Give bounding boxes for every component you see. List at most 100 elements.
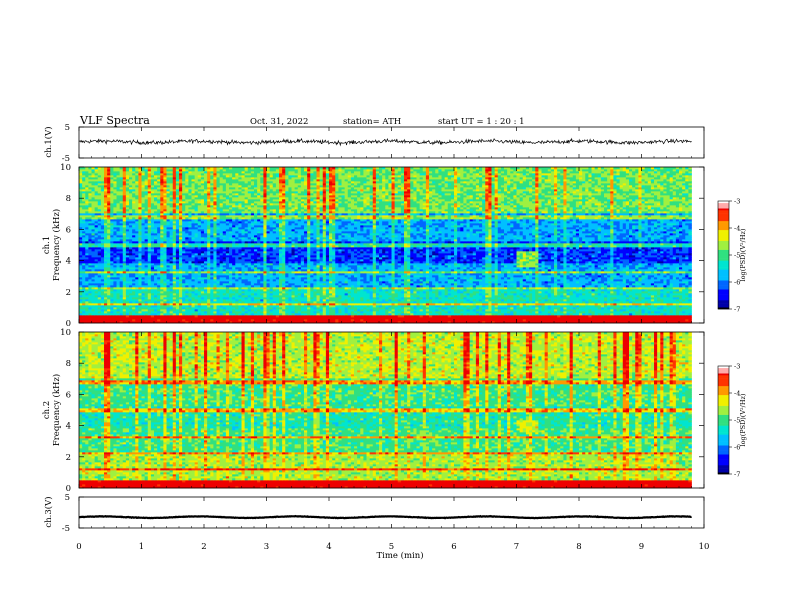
spectrogram-cell xyxy=(232,289,235,291)
spectrogram-cell xyxy=(226,289,229,291)
spectrogram-cell xyxy=(160,293,163,295)
spectrogram-cell xyxy=(310,287,313,289)
spectrogram-cell xyxy=(195,287,198,289)
spectrogram-cell xyxy=(85,297,88,299)
spectrogram-cell xyxy=(367,287,370,289)
spectrogram-cell xyxy=(635,307,638,309)
spectrogram-cell xyxy=(501,307,504,309)
spectrogram-cell xyxy=(451,291,454,293)
spectrogram-cell xyxy=(198,313,201,315)
spectrogram-cell xyxy=(132,289,135,291)
spectrogram-cell xyxy=(192,287,195,289)
spectrogram-cell xyxy=(473,297,476,299)
spectrogram-cell xyxy=(482,287,485,289)
spectrogram-cell xyxy=(160,289,163,291)
spectrogram-cell xyxy=(263,297,266,299)
spectrogram-cell xyxy=(245,297,248,299)
spectrogram-cell xyxy=(367,299,370,301)
spectrogram-cell xyxy=(270,299,273,301)
spectrogram-cell xyxy=(317,317,320,319)
spectrogram-cell xyxy=(360,297,363,299)
spectrogram-cell xyxy=(470,295,473,297)
spectrogram-cell xyxy=(463,315,466,317)
spectrogram-cell xyxy=(282,289,285,291)
spectrogram-cell xyxy=(601,311,604,313)
spectrogram-cell xyxy=(679,313,682,315)
spectrogram-cell xyxy=(417,307,420,309)
spectrogram-cell xyxy=(642,315,645,317)
spectrogram-cell xyxy=(492,313,495,315)
spectrogram-cell xyxy=(320,299,323,301)
spectrogram-cell xyxy=(220,303,223,305)
spectrogram-cell xyxy=(238,315,241,317)
spectrogram-cell xyxy=(426,313,429,315)
spectrogram-cell xyxy=(495,315,498,317)
spectrogram-cell xyxy=(267,319,270,321)
spectrogram-cell xyxy=(560,317,563,319)
spectrogram-cell xyxy=(560,305,563,307)
spectrogram-cell xyxy=(317,305,320,307)
spectrogram-cell xyxy=(323,303,326,305)
spectrogram-cell xyxy=(426,301,429,303)
spectrogram-cell xyxy=(595,301,598,303)
spectrogram-cell xyxy=(310,305,313,307)
spectrogram-cell xyxy=(82,289,85,291)
spectrogram-cell xyxy=(367,295,370,297)
spectrogram-cell xyxy=(207,313,210,315)
spectrogram-cell xyxy=(370,291,373,293)
spectrogram-cell xyxy=(279,317,282,319)
spectrogram-cell xyxy=(548,295,551,297)
spectrogram-cell xyxy=(517,319,520,321)
ch1-spectrogram-panel: 0246810 ch.1 Frequency (kHz) -3-4-5-6-7l… xyxy=(42,163,747,329)
spectrogram-cell xyxy=(610,313,613,315)
spectrogram-cell xyxy=(467,313,470,315)
spectrogram-cell xyxy=(185,291,188,293)
spectrogram-cell xyxy=(288,311,291,313)
spectrogram-cell xyxy=(604,297,607,299)
spectrogram-cell xyxy=(504,311,507,313)
spectrogram-cell xyxy=(563,309,566,311)
spectrogram-cell xyxy=(413,317,416,319)
spectrogram-cell xyxy=(632,301,635,303)
spectrogram-cell xyxy=(282,301,285,303)
spectrogram-cell xyxy=(392,311,395,313)
spectrogram-cell xyxy=(476,289,479,291)
spectrogram-cell xyxy=(195,303,198,305)
spectrogram-cell xyxy=(182,289,185,291)
spectrogram-cell xyxy=(182,301,185,303)
spectrogram-cell xyxy=(235,309,238,311)
spectrogram-cell xyxy=(367,297,370,299)
spectrogram-cell xyxy=(410,287,413,289)
spectrogram-cell xyxy=(351,287,354,289)
spectrogram-cell xyxy=(479,291,482,293)
spectrogram-cell xyxy=(532,317,535,319)
spectrogram-cell xyxy=(542,319,545,321)
spectrogram-cell xyxy=(363,291,366,293)
spectrogram-cell xyxy=(270,305,273,307)
spectrogram-cell xyxy=(395,295,398,297)
spectrogram-cell xyxy=(576,317,579,319)
spectrogram-cell xyxy=(176,303,179,305)
spectrogram-cell xyxy=(320,309,323,311)
spectrogram-cell xyxy=(220,287,223,289)
spectrogram-cell xyxy=(295,289,298,291)
spectrogram-cell xyxy=(510,319,513,321)
spectrogram-cell xyxy=(588,309,591,311)
spectrogram-cell xyxy=(363,293,366,295)
spectrogram-cell xyxy=(495,297,498,299)
spectrogram-cell xyxy=(498,319,501,321)
spectrogram-cell xyxy=(310,291,313,293)
spectrogram-cell xyxy=(88,299,91,301)
spectrogram-cell xyxy=(279,297,282,299)
spectrogram-cell xyxy=(254,295,257,297)
spectrogram-cell xyxy=(335,291,338,293)
spectrogram-cell xyxy=(585,299,588,301)
spectrogram-cell xyxy=(576,293,579,295)
spectrogram-cell xyxy=(223,311,226,313)
spectrogram-cell xyxy=(632,317,635,319)
spectrogram-cell xyxy=(117,293,120,295)
spectrogram-cell xyxy=(198,301,201,303)
spectrogram-cell xyxy=(163,299,166,301)
spectrogram-cell xyxy=(592,307,595,309)
spectrogram-cell xyxy=(248,309,251,311)
